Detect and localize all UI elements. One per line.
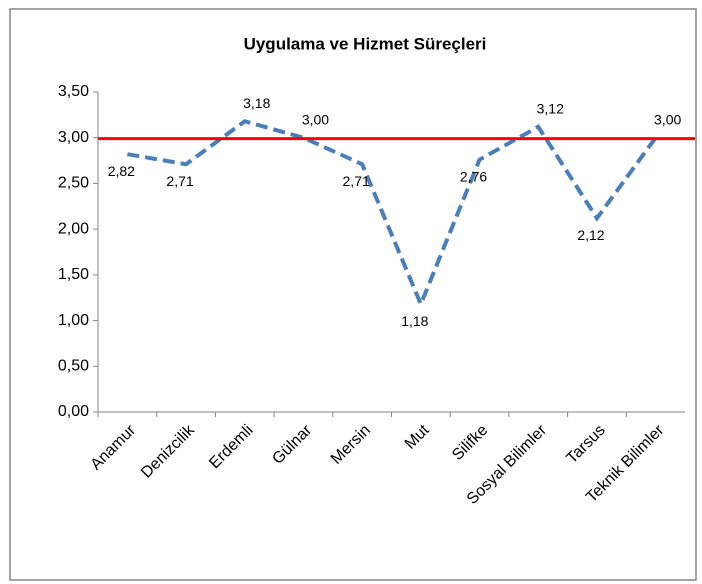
value-label: 3,00: [302, 111, 329, 127]
chart-border: [9, 8, 697, 581]
value-label: 1,18: [401, 313, 428, 329]
value-label: 2,82: [108, 163, 135, 179]
y-tick-label: 1,50: [58, 266, 89, 283]
y-tick-label: 2,00: [58, 220, 89, 237]
y-tick-label: 2,50: [58, 175, 89, 192]
value-label: 2,71: [343, 173, 370, 189]
y-tick-label: 0,50: [58, 358, 89, 375]
value-label: 3,00: [654, 111, 681, 127]
y-tick-label: 3,00: [58, 129, 89, 146]
value-label: 3,18: [243, 95, 270, 111]
y-tick-label: 0,00: [58, 403, 89, 420]
value-label: 2,12: [577, 227, 604, 243]
value-label: 2,76: [460, 168, 487, 184]
y-tick-label: 1,00: [58, 312, 89, 329]
value-label: 3,12: [537, 100, 564, 116]
chart-title: Uygulama ve Hizmet Süreçleri: [244, 34, 487, 53]
data-line: [127, 119, 658, 310]
y-tick-label: 3,50: [58, 83, 89, 100]
value-label: 2,71: [166, 173, 193, 189]
